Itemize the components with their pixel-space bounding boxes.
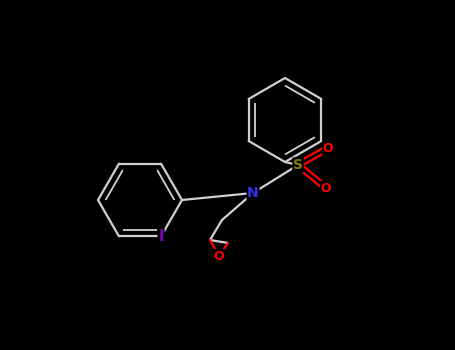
Text: O: O: [214, 250, 224, 262]
Text: N: N: [247, 186, 259, 200]
Text: O: O: [321, 182, 331, 195]
Text: I: I: [158, 229, 164, 244]
Text: O: O: [323, 141, 334, 154]
Text: S: S: [293, 158, 303, 172]
